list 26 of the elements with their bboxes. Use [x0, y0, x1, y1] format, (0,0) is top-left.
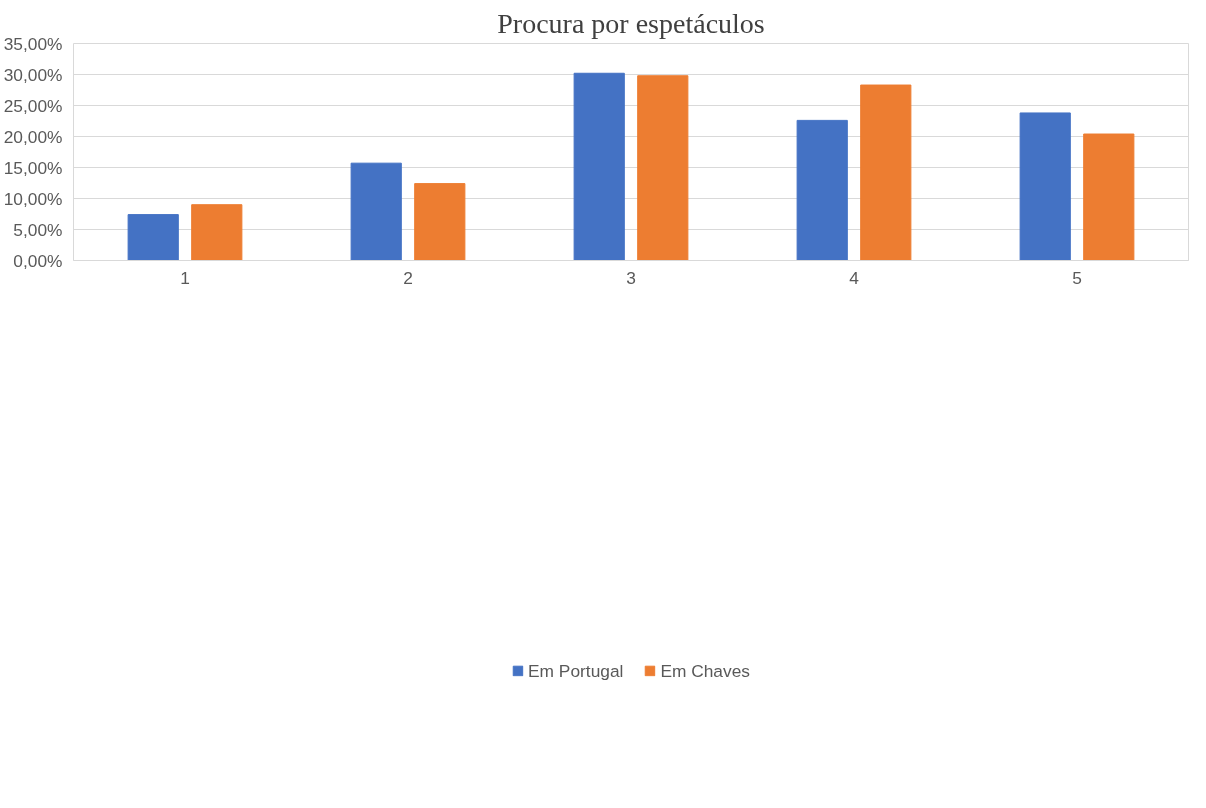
bar — [414, 183, 466, 261]
bar — [860, 84, 912, 261]
bar — [350, 162, 402, 261]
bar — [573, 72, 625, 261]
x-tick-label: 3 — [626, 267, 636, 288]
y-tick-label: 30,00% — [3, 64, 63, 85]
legend-label: Em Chaves — [660, 660, 750, 682]
bar — [796, 119, 848, 261]
y-tick-label: 35,00% — [3, 33, 63, 54]
bar — [127, 214, 179, 261]
y-tick-label: 25,00% — [3, 95, 63, 116]
x-tick-label: 4 — [849, 267, 860, 288]
chart-title: Procura por espetáculos — [497, 7, 765, 39]
bar — [1019, 112, 1071, 261]
y-tick-label: 5,00% — [13, 219, 63, 240]
bar — [637, 75, 689, 261]
y-tick-label: 15,00% — [3, 157, 63, 178]
x-tick-label: 1 — [180, 267, 190, 288]
bar — [191, 204, 243, 261]
bar — [1083, 133, 1135, 261]
x-tick-label: 2 — [403, 267, 413, 288]
y-tick-label: 20,00% — [3, 126, 63, 147]
y-tick-label: 0,00% — [13, 250, 63, 271]
y-tick-label: 10,00% — [3, 188, 63, 209]
legend-label: Em Portugal — [528, 660, 624, 682]
x-tick-label: 5 — [1072, 267, 1082, 288]
